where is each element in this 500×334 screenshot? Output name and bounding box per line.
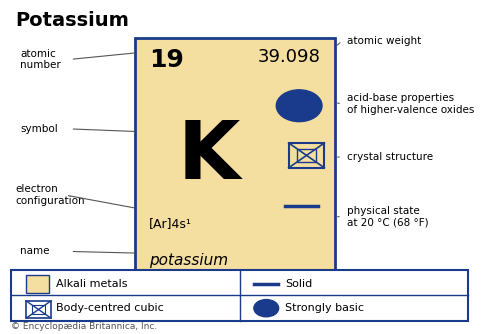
Text: symbol: symbol <box>20 124 58 134</box>
Text: 39.098: 39.098 <box>258 48 320 66</box>
Circle shape <box>276 90 322 122</box>
Bar <box>11 270 468 321</box>
Circle shape <box>254 300 278 317</box>
Text: Solid: Solid <box>285 279 312 289</box>
Text: © Encyclopædia Britannica, Inc.: © Encyclopædia Britannica, Inc. <box>11 322 157 331</box>
Text: atomic
number: atomic number <box>20 48 61 70</box>
FancyBboxPatch shape <box>135 38 335 276</box>
Text: K: K <box>178 118 240 196</box>
Text: crystal structure: crystal structure <box>347 152 433 162</box>
Text: atomic weight: atomic weight <box>347 36 421 46</box>
Text: electron
configuration: electron configuration <box>16 184 86 206</box>
Bar <box>26 301 51 318</box>
Text: Strongly basic: Strongly basic <box>285 303 364 313</box>
Text: Body-centred cubic: Body-centred cubic <box>56 303 164 313</box>
Bar <box>288 143 324 168</box>
Text: Alkali metals: Alkali metals <box>56 279 128 289</box>
Bar <box>26 275 49 293</box>
Text: Potassium: Potassium <box>16 11 130 30</box>
Bar <box>297 149 316 162</box>
Text: 19: 19 <box>149 48 184 72</box>
Bar <box>32 305 44 314</box>
Text: potassium: potassium <box>149 253 228 268</box>
Text: physical state
at 20 °C (68 °F): physical state at 20 °C (68 °F) <box>347 206 428 227</box>
Text: acid-base properties
of higher-valence oxides: acid-base properties of higher-valence o… <box>347 93 474 115</box>
Text: name: name <box>20 246 50 257</box>
Text: [Ar]4s¹: [Ar]4s¹ <box>149 217 192 230</box>
